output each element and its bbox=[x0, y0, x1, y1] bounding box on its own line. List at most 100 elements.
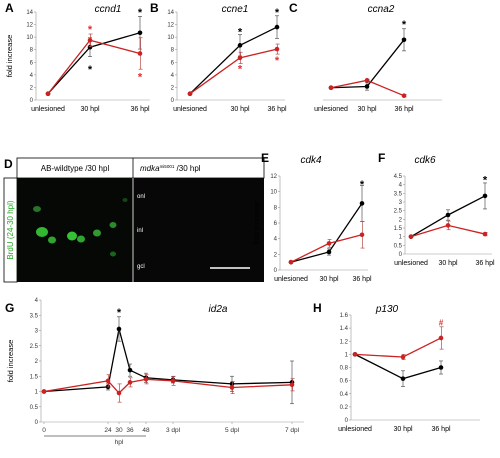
data-point bbox=[45, 91, 51, 97]
data-point bbox=[87, 44, 93, 50]
y-tick-label: 4 bbox=[30, 73, 34, 79]
x-category-label: 30 hpl bbox=[438, 260, 458, 267]
header-mutant-stage: /30 hpl bbox=[174, 164, 200, 173]
y-tick-label: 0.5 bbox=[30, 405, 39, 411]
y-tick-label: 0 bbox=[35, 420, 39, 426]
x-category-label: unlesioned bbox=[274, 276, 308, 283]
data-point bbox=[482, 231, 488, 237]
y-tick-label: 4.5 bbox=[394, 174, 403, 180]
y-tick-label: 0 bbox=[30, 98, 34, 104]
y-axis-label: fold increase bbox=[5, 35, 14, 78]
x-category-label: unlesioned bbox=[394, 260, 428, 267]
x-unit-label: hpl bbox=[115, 439, 124, 446]
brdu-label-text: BrdU (24-30 hpl) bbox=[6, 200, 15, 259]
significance-marker: * bbox=[275, 55, 280, 67]
x-category-label: 36 hpl bbox=[352, 276, 372, 283]
y-tick-label: 3 bbox=[399, 200, 403, 206]
gene-title: id2a bbox=[209, 304, 228, 315]
x-tick-label: 24 bbox=[104, 427, 112, 434]
header-mutant-gene: mdka bbox=[140, 164, 160, 173]
brdu-nucleus bbox=[110, 251, 116, 257]
brdu-nucleus bbox=[93, 229, 101, 237]
x-category-label: 36 hpl bbox=[267, 106, 287, 113]
data-point bbox=[401, 93, 407, 98]
brdu-nuclei bbox=[33, 198, 128, 257]
data-point bbox=[237, 55, 243, 61]
significance-marker: * bbox=[238, 26, 243, 38]
data-point bbox=[445, 212, 451, 218]
y-tick-label: 3.5 bbox=[394, 191, 403, 197]
y-tick-label: 0.8 bbox=[340, 366, 349, 372]
x-tick-label: 7 dpl bbox=[285, 427, 300, 434]
y-tick-label: 10 bbox=[167, 35, 174, 41]
series-line-0 bbox=[354, 353, 442, 380]
significance-marker: * bbox=[117, 307, 122, 319]
y-tick-label: 4 bbox=[35, 298, 39, 304]
y-tick-label: 0.6 bbox=[340, 379, 349, 385]
data-point bbox=[408, 234, 414, 239]
data-point bbox=[127, 380, 133, 385]
panel-letter: C bbox=[289, 1, 298, 15]
y-tick-label: 0 bbox=[274, 268, 278, 274]
data-point bbox=[438, 365, 444, 370]
brdu-nucleus bbox=[77, 235, 85, 243]
header-wildtype: AB-wildtype /30 hpl bbox=[41, 164, 110, 173]
data-point bbox=[326, 249, 332, 255]
data-point bbox=[170, 378, 176, 384]
y-tick-label: 8 bbox=[274, 205, 278, 211]
y-tick-label: 0 bbox=[345, 418, 349, 424]
y-tick-label: 2 bbox=[30, 85, 34, 91]
x-category-label: unlesioned bbox=[173, 106, 207, 113]
data-point bbox=[229, 381, 235, 387]
data-point bbox=[400, 376, 406, 381]
x-category-label: unlesioned bbox=[314, 106, 348, 113]
data-point bbox=[445, 223, 451, 228]
x-category-label: 30 hpl bbox=[319, 276, 339, 283]
y-tick-label: 1.5 bbox=[394, 226, 403, 232]
gene-title: cdk4 bbox=[300, 155, 322, 166]
data-point bbox=[400, 354, 406, 360]
data-point bbox=[359, 201, 365, 206]
y-tick-label: 14 bbox=[167, 10, 174, 16]
y-axis-label: fold increase bbox=[6, 340, 15, 383]
data-point bbox=[289, 382, 295, 388]
y-tick-label: 3 bbox=[35, 329, 39, 335]
data-point bbox=[274, 24, 280, 30]
panel-letter: G bbox=[5, 301, 14, 315]
y-tick-label: 1.2 bbox=[340, 339, 349, 345]
y-tick-label: 6 bbox=[274, 221, 278, 227]
layer-inl: inl bbox=[137, 228, 143, 234]
x-tick-label: 36 bbox=[126, 427, 134, 434]
significance-marker: # bbox=[439, 319, 444, 328]
significance-marker: * bbox=[238, 64, 243, 76]
micrograph-wildtype bbox=[17, 178, 133, 282]
y-axis-label: fold increase bbox=[252, 202, 261, 245]
y-tick-label: 4 bbox=[399, 183, 403, 189]
y-tick-label: 14 bbox=[26, 10, 33, 16]
brdu-nucleus bbox=[122, 198, 128, 202]
micrograph-mutant bbox=[133, 178, 264, 282]
brdu-nucleus bbox=[48, 236, 56, 244]
panel-letter: B bbox=[150, 1, 159, 15]
y-tick-label: 10 bbox=[270, 190, 277, 196]
y-tick-label: 12 bbox=[270, 174, 277, 180]
panel-letter-d: D bbox=[4, 157, 13, 171]
significance-marker: * bbox=[275, 7, 280, 19]
brdu-label: BrdU (24-30 hpl) bbox=[6, 200, 15, 259]
x-category-label: 30 hpl bbox=[230, 106, 250, 113]
x-category-label: 36 hpl bbox=[130, 106, 150, 113]
x-tick-label: 0 bbox=[42, 427, 46, 434]
significance-marker: * bbox=[88, 64, 93, 76]
y-tick-label: 2 bbox=[399, 217, 403, 223]
x-category-label: 36 hpl bbox=[394, 106, 414, 113]
series-line-1 bbox=[354, 337, 442, 358]
y-tick-label: 8 bbox=[171, 48, 175, 54]
data-point bbox=[288, 259, 294, 265]
series-line-0 bbox=[290, 203, 363, 263]
series-line-1 bbox=[43, 378, 293, 394]
